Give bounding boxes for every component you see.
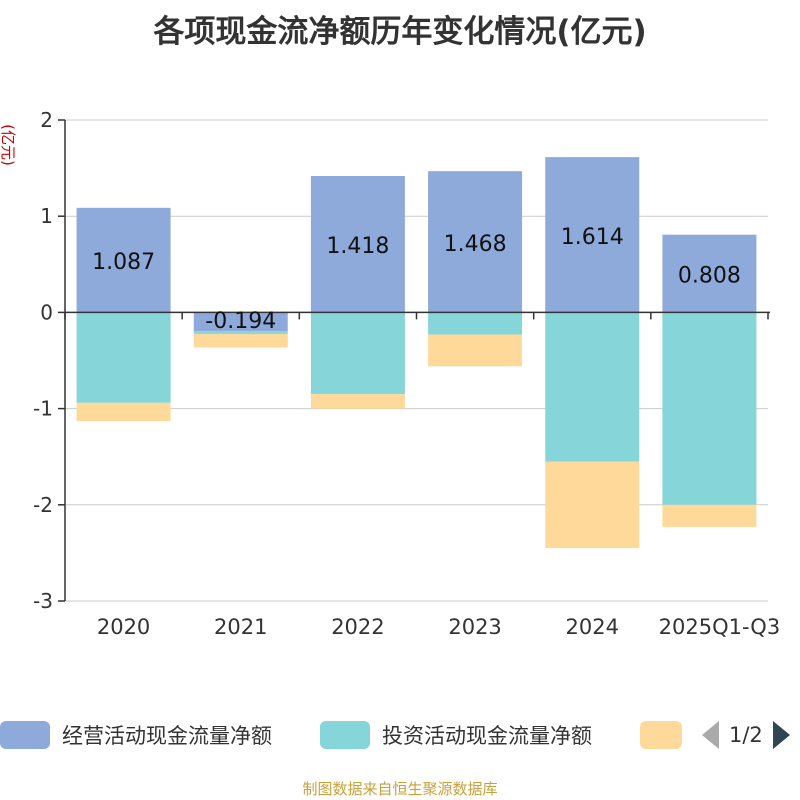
bar-series-2-2021: [193, 333, 288, 348]
y-tick-label: -1: [33, 397, 53, 421]
legend-item-operating[interactable]: 经营活动现金流量净额: [0, 718, 272, 752]
x-tick-label-2020: 2020: [97, 615, 150, 639]
bars: [76, 157, 757, 549]
x-tick-label-2025Q1-Q3: 2025Q1-Q3: [659, 615, 781, 639]
legend-page-indicator: 1/2: [729, 723, 763, 747]
axes: 2 1 0 -1 -2 -3 2020 2021 2022 2023 2024 2025Q1-Q3: [33, 108, 780, 639]
next-page-icon[interactable]: [772, 721, 790, 749]
bar-series-2-2024: [545, 461, 640, 549]
prev-page-icon[interactable]: [702, 721, 719, 749]
bar-series-0-2023: [428, 171, 523, 313]
data-label-2022: 1.418: [326, 234, 389, 259]
y-tick-label: -2: [33, 493, 53, 517]
legend-swatch-operating: [0, 721, 50, 749]
data-label-2020: 1.087: [92, 250, 155, 275]
bar-series-2-2025Q1-Q3: [662, 504, 757, 527]
y-axis-title: (亿元): [0, 124, 17, 166]
y-tick-label: -3: [33, 589, 53, 613]
bar-series-2-2020: [76, 402, 171, 422]
bar-series-1-2020: [76, 312, 171, 403]
x-tick-label-2021: 2021: [214, 615, 267, 639]
x-tick-label-2022: 2022: [331, 615, 384, 639]
bar-series-2-2022: [310, 394, 405, 409]
legend-label-operating: 经营活动现金流量净额: [62, 724, 272, 748]
y-tick-label: 0: [40, 300, 53, 324]
bar-series-0-2021: [193, 312, 288, 332]
legend-pager: 1/2: [702, 718, 790, 752]
bar-series-1-2024: [545, 312, 640, 462]
bar-series-1-2021: [193, 331, 288, 334]
bar-series-0-2025Q1-Q3: [662, 234, 757, 313]
data-label-2024: 1.614: [561, 225, 624, 250]
legend-label-investing: 投资活动现金流量净额: [382, 724, 592, 748]
y-axis-label-group: (亿元): [0, 124, 17, 166]
data-label-2023: 1.468: [444, 232, 507, 257]
legend-item-financing[interactable]: [640, 718, 682, 752]
bar-series-0-2020: [76, 207, 171, 313]
x-tick-label-2023: 2023: [448, 615, 501, 639]
grid-lines: [65, 119, 768, 602]
bar-series-1-2023: [428, 312, 523, 335]
x-tick-label-2024: 2024: [566, 615, 619, 639]
data-label-2025Q1-Q3: 0.808: [678, 264, 741, 289]
source-note: 制图数据来自恒生聚源数据库: [302, 780, 498, 798]
bar-series-1-2025Q1-Q3: [662, 312, 757, 505]
data-label-2021: -0.194: [205, 309, 276, 334]
bar-series-0-2022: [310, 175, 405, 313]
legend-swatch-financing: [640, 721, 682, 749]
legend-item-investing[interactable]: 投资活动现金流量净额: [320, 718, 592, 752]
bar-series-0-2024: [545, 157, 640, 313]
y-tick-label: 1: [40, 204, 53, 228]
bar-series-2-2023: [428, 334, 523, 367]
bar-series-1-2022: [310, 312, 405, 395]
chart-title: 各项现金流净额历年变化情况(亿元): [153, 14, 647, 50]
y-tick-label: 2: [40, 108, 53, 132]
legend-swatch-investing: [320, 721, 370, 749]
data-labels: 1.087 -0.194 1.418 1.468 1.614 0.808: [92, 225, 741, 334]
legend: 经营活动现金流量净额 投资活动现金流量净额: [0, 718, 800, 752]
